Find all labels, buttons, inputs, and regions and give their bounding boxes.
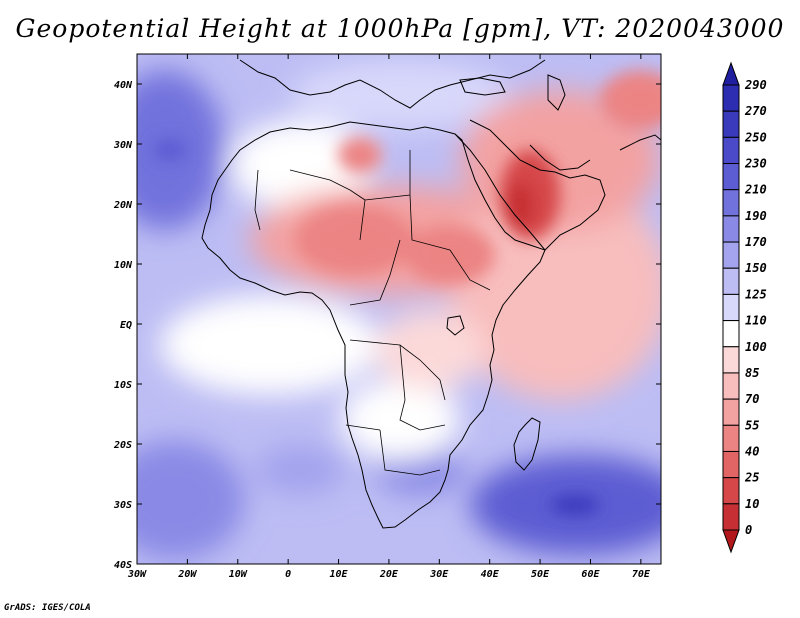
colorbar-segment	[722, 372, 740, 400]
arabia-coastline	[469, 119, 606, 251]
colorbar-top-arrow	[722, 61, 740, 86]
lon-label: 20E	[379, 569, 399, 580]
colorbar-label: 70	[745, 392, 759, 406]
lat-label: 10N	[114, 260, 133, 271]
latitude-axis: 40N 30N 20N 10N EQ 10S 20S 30S 40S	[113, 80, 661, 571]
map-frame	[136, 53, 662, 565]
colorbar-label: 85	[745, 366, 759, 380]
colorbar-label: 110	[745, 314, 767, 328]
longitude-axis: 30W 20W 10W 0 10E 20E 30E 40E 50E 60E 70E	[127, 54, 651, 580]
colorbar-segment	[722, 320, 740, 348]
lon-label: 10E	[330, 569, 349, 580]
colorbar-label: 270	[744, 104, 767, 118]
lon-label: 30E	[429, 569, 449, 580]
lat-label: 40N	[114, 80, 133, 91]
colorbar-label: 55	[745, 418, 759, 432]
coastlines	[201, 59, 661, 529]
caspian-sea	[547, 74, 566, 111]
lat-label: 30N	[113, 140, 133, 151]
lon-label: 0	[285, 569, 291, 580]
madagascar-coastline	[513, 417, 541, 471]
colorbar-label: 125	[745, 287, 767, 301]
europe-coastline	[239, 59, 546, 109]
grads-credit: GrADS: IGES/COLA	[4, 603, 91, 613]
colorbar-segment	[722, 450, 740, 479]
lat-label: EQ	[120, 320, 132, 331]
colorbar-segment	[722, 424, 740, 452]
lon-label: 70E	[632, 569, 651, 580]
colorbar-bottom-arrow	[722, 529, 740, 554]
colorbar-segment	[722, 136, 740, 165]
colorbar-segment	[722, 241, 740, 269]
colorbar-segment	[722, 163, 740, 191]
lon-label: 20W	[177, 569, 197, 580]
colorbar-segment	[722, 215, 740, 243]
colorbar-label: 0	[745, 523, 752, 537]
lon-label: 50E	[531, 569, 550, 580]
colorbar-label: 210	[744, 183, 767, 197]
lat-label: 20S	[113, 440, 132, 451]
colorbar-label: 250	[744, 130, 767, 144]
red-sea	[454, 133, 546, 251]
height-field	[137, 54, 661, 564]
lon-label: 10W	[229, 569, 248, 580]
colorbar-segment	[722, 398, 740, 426]
lake-victoria	[446, 315, 465, 336]
india-coastline	[619, 134, 661, 151]
colorbar-segment	[722, 503, 740, 531]
persian-gulf	[529, 144, 591, 171]
lon-label: 60E	[581, 569, 600, 580]
colorbar-label: 25	[744, 471, 759, 485]
lat-label: 20N	[113, 200, 133, 211]
map-title: Geopotential Height at 1000hPa [gpm], VT…	[15, 14, 785, 43]
colorbar-segment	[722, 110, 740, 138]
colorbar-label: 150	[745, 261, 767, 275]
colorbar: 2902702502302101901701501251101008570554…	[722, 61, 767, 554]
colorbar-label: 170	[745, 235, 767, 249]
africa-coastline	[201, 121, 546, 529]
lat-label: 10S	[114, 380, 132, 391]
lat-label: 30S	[113, 500, 132, 511]
colorbar-label: 100	[745, 340, 767, 354]
colorbar-segment	[722, 189, 740, 217]
lat-label: 40S	[114, 560, 132, 571]
colorbar-label: 40	[745, 444, 759, 458]
colorbar-label: 190	[745, 209, 767, 223]
lon-label: 40E	[481, 569, 500, 580]
colorbar-label: 290	[744, 78, 767, 92]
black-sea	[459, 77, 506, 96]
lon-label: 30W	[127, 569, 147, 580]
colorbar-segment	[722, 84, 740, 112]
colorbar-segment	[722, 477, 740, 505]
border-lines	[254, 150, 491, 476]
colorbar-label: 230	[744, 157, 767, 171]
colorbar-segment	[722, 346, 740, 374]
colorbar-segment	[722, 293, 740, 322]
colorbar-segment	[722, 267, 740, 295]
colorbar-label: 10	[745, 497, 759, 511]
